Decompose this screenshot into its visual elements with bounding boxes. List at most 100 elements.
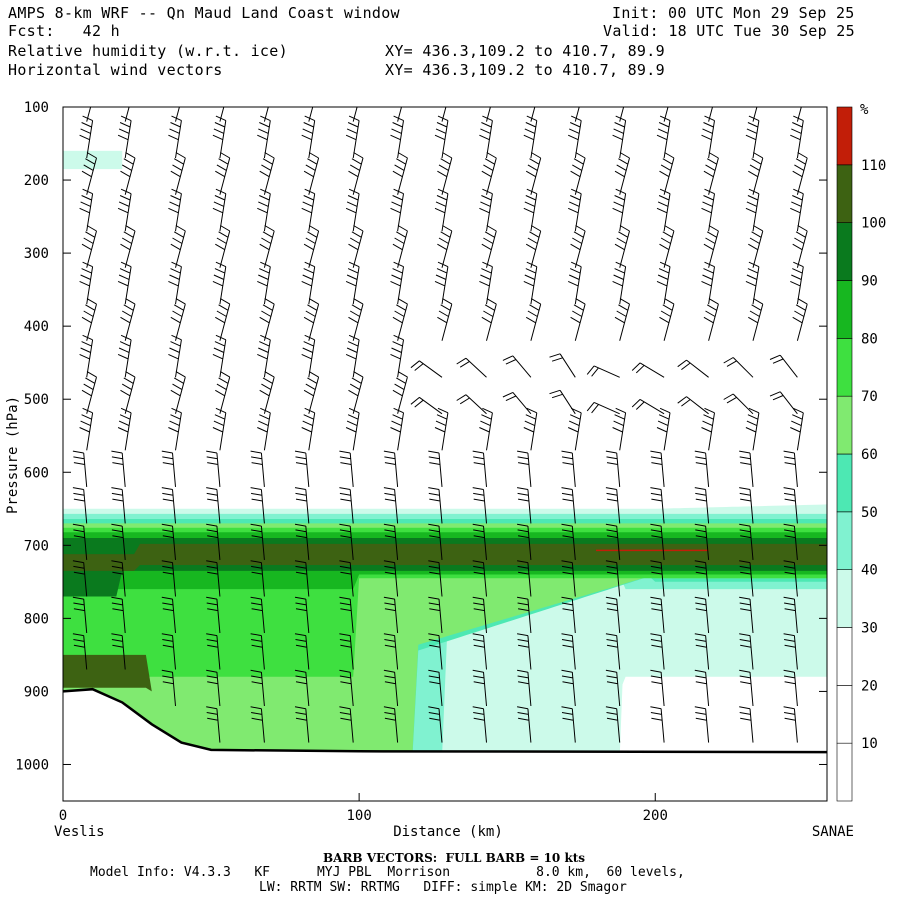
x-tick-label: 100 (346, 808, 371, 824)
wind-barb (694, 450, 710, 487)
wind-barb (72, 560, 88, 597)
colorbar-tick-label: 110 (861, 158, 886, 174)
wind-barb (117, 261, 132, 305)
wind-barb (605, 633, 621, 670)
wind-barb (561, 560, 576, 597)
init-time-text: Init: 00 UTC Mon 29 Sep 25 (612, 4, 855, 22)
wind-barb (345, 115, 360, 159)
wind-barb (612, 407, 627, 451)
wind-barb (796, 107, 802, 122)
wind-barb (345, 334, 360, 378)
wind-barb (605, 560, 621, 597)
wind-barb (561, 669, 576, 707)
wind-barb (434, 261, 449, 305)
y-tick-label: 400 (24, 319, 49, 335)
wind-barb (549, 389, 576, 415)
wind-barb (701, 261, 715, 305)
wind-barb (790, 261, 804, 305)
wind-barb (392, 152, 408, 195)
wind-barb (161, 669, 176, 707)
wind-barb (339, 706, 354, 743)
wind-barb (481, 225, 497, 268)
wind-barb (486, 107, 491, 122)
wind-barb (612, 115, 627, 159)
wind-barb (783, 523, 798, 560)
wind-barb (339, 450, 354, 487)
wind-barb (308, 107, 314, 122)
wind-barb (614, 298, 630, 341)
wind-barb (345, 261, 360, 305)
wind-barb (723, 393, 754, 415)
colorbar-swatch (836, 395, 853, 455)
wind-barb (383, 560, 399, 597)
wind-barb (339, 523, 354, 560)
wind-barb (410, 396, 443, 415)
wind-barb (175, 107, 180, 122)
y-tick-label: 700 (24, 538, 49, 554)
wind-barb (517, 523, 532, 560)
wind-barb (301, 261, 316, 305)
wind-barb (168, 115, 182, 159)
wind-barb (339, 487, 354, 524)
wind-barb (703, 298, 719, 341)
wind-barb (339, 633, 354, 670)
wind-barb (259, 371, 275, 414)
wind-barb (523, 407, 538, 451)
wind-barb (605, 450, 621, 487)
wind-barb (383, 523, 399, 560)
terrain-fill (63, 689, 827, 801)
wind-barb (650, 596, 665, 634)
rh-upper-patch (63, 150, 123, 170)
colorbar-swatch (836, 511, 853, 570)
y-tick-label: 1000 (15, 757, 49, 773)
y-tick-label: 300 (24, 246, 49, 262)
wind-barb (502, 355, 532, 378)
wind-barb (428, 633, 443, 670)
wind-barb (81, 225, 97, 268)
colorbar-tick-label: 40 (861, 563, 878, 579)
wind-barb (614, 225, 630, 268)
wind-barb (294, 596, 310, 634)
wind-barb (567, 115, 582, 159)
wind-barb (677, 359, 709, 378)
wind-barb (561, 706, 576, 743)
wind-barb (339, 560, 354, 597)
colorbar-tick-label: 80 (861, 331, 878, 347)
wind-barb (663, 107, 669, 122)
wind-barb (383, 596, 399, 634)
wind-barb (250, 669, 265, 707)
wind-barb (120, 152, 136, 195)
wind-barb (212, 188, 227, 232)
wind-barb (120, 298, 136, 341)
colorbar-tick-label: 60 (861, 447, 878, 463)
wind-barb (170, 371, 186, 414)
wind-barb (206, 523, 221, 560)
wind-barb (168, 188, 182, 232)
wind-barb (656, 115, 671, 159)
wind-barb (694, 560, 710, 597)
wind-barb (79, 407, 94, 451)
wind-barb (294, 560, 310, 597)
wind-barb (79, 261, 94, 305)
wind-barb (437, 298, 453, 341)
wind-barb (523, 115, 538, 159)
wind-barb (161, 633, 176, 670)
wind-barb (161, 487, 176, 524)
wind-barb (752, 107, 758, 122)
wind-barb (523, 261, 538, 305)
wind-barb (739, 706, 754, 743)
wind-barb (79, 115, 94, 159)
wind-barb (650, 633, 665, 670)
wind-barb (303, 225, 320, 268)
colorbar-swatch (836, 453, 853, 513)
wind-barb (605, 596, 621, 634)
wind-barb (659, 298, 675, 341)
wind-barb (694, 523, 710, 560)
wind-barb (348, 225, 364, 268)
x-right-location: SANAE (812, 824, 854, 840)
wind-barb (301, 115, 316, 159)
wind-barb (790, 407, 804, 451)
xy1-text: XY= 436.3,109.2 to 410.7, 89.9 (385, 42, 665, 60)
x-axis-label: Distance (km) (393, 824, 503, 840)
wind-barb (605, 487, 621, 524)
